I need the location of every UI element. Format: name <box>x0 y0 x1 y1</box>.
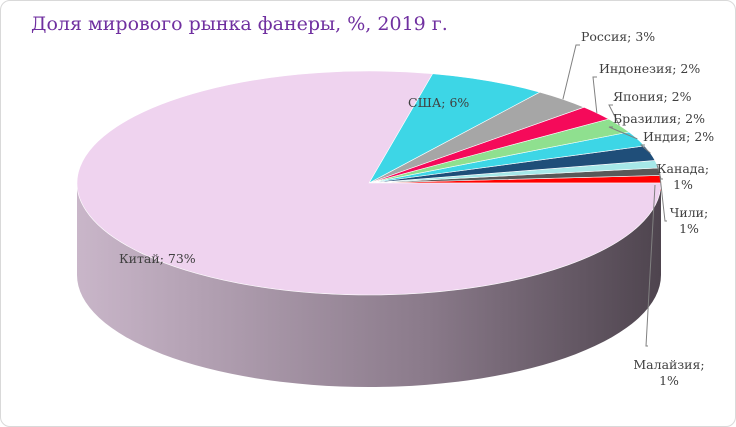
data-label: Китай; 73% <box>119 251 196 266</box>
data-label: Бразилия; 2% <box>613 111 705 126</box>
leader-line <box>659 171 667 222</box>
pie-slice-9 <box>76 70 662 296</box>
leader-line <box>608 104 620 126</box>
data-label: Индия; 2% <box>643 129 714 144</box>
leader-line <box>592 76 598 114</box>
data-label: Малайзия; <box>633 357 704 372</box>
chart-title: Доля мирового рынка фанеры, %, 2019 г. <box>31 13 448 35</box>
data-label: Чили; <box>670 205 708 220</box>
data-label: 1% <box>679 221 699 236</box>
data-label: Индонезия; 2% <box>599 61 700 76</box>
data-label: Канада; <box>657 161 709 176</box>
data-label: Россия; 3% <box>581 29 655 44</box>
leader-line <box>608 126 638 140</box>
leader-line <box>562 44 580 100</box>
leader-line <box>645 184 656 347</box>
data-label: США; 6% <box>408 95 469 110</box>
leader-line <box>639 144 651 154</box>
leader-line <box>656 164 663 180</box>
data-label: 1% <box>659 373 679 388</box>
pie-slice-8 <box>368 73 541 184</box>
data-label: Япония; 2% <box>613 89 692 104</box>
pie-side <box>77 183 661 387</box>
data-label: 1% <box>673 177 693 192</box>
